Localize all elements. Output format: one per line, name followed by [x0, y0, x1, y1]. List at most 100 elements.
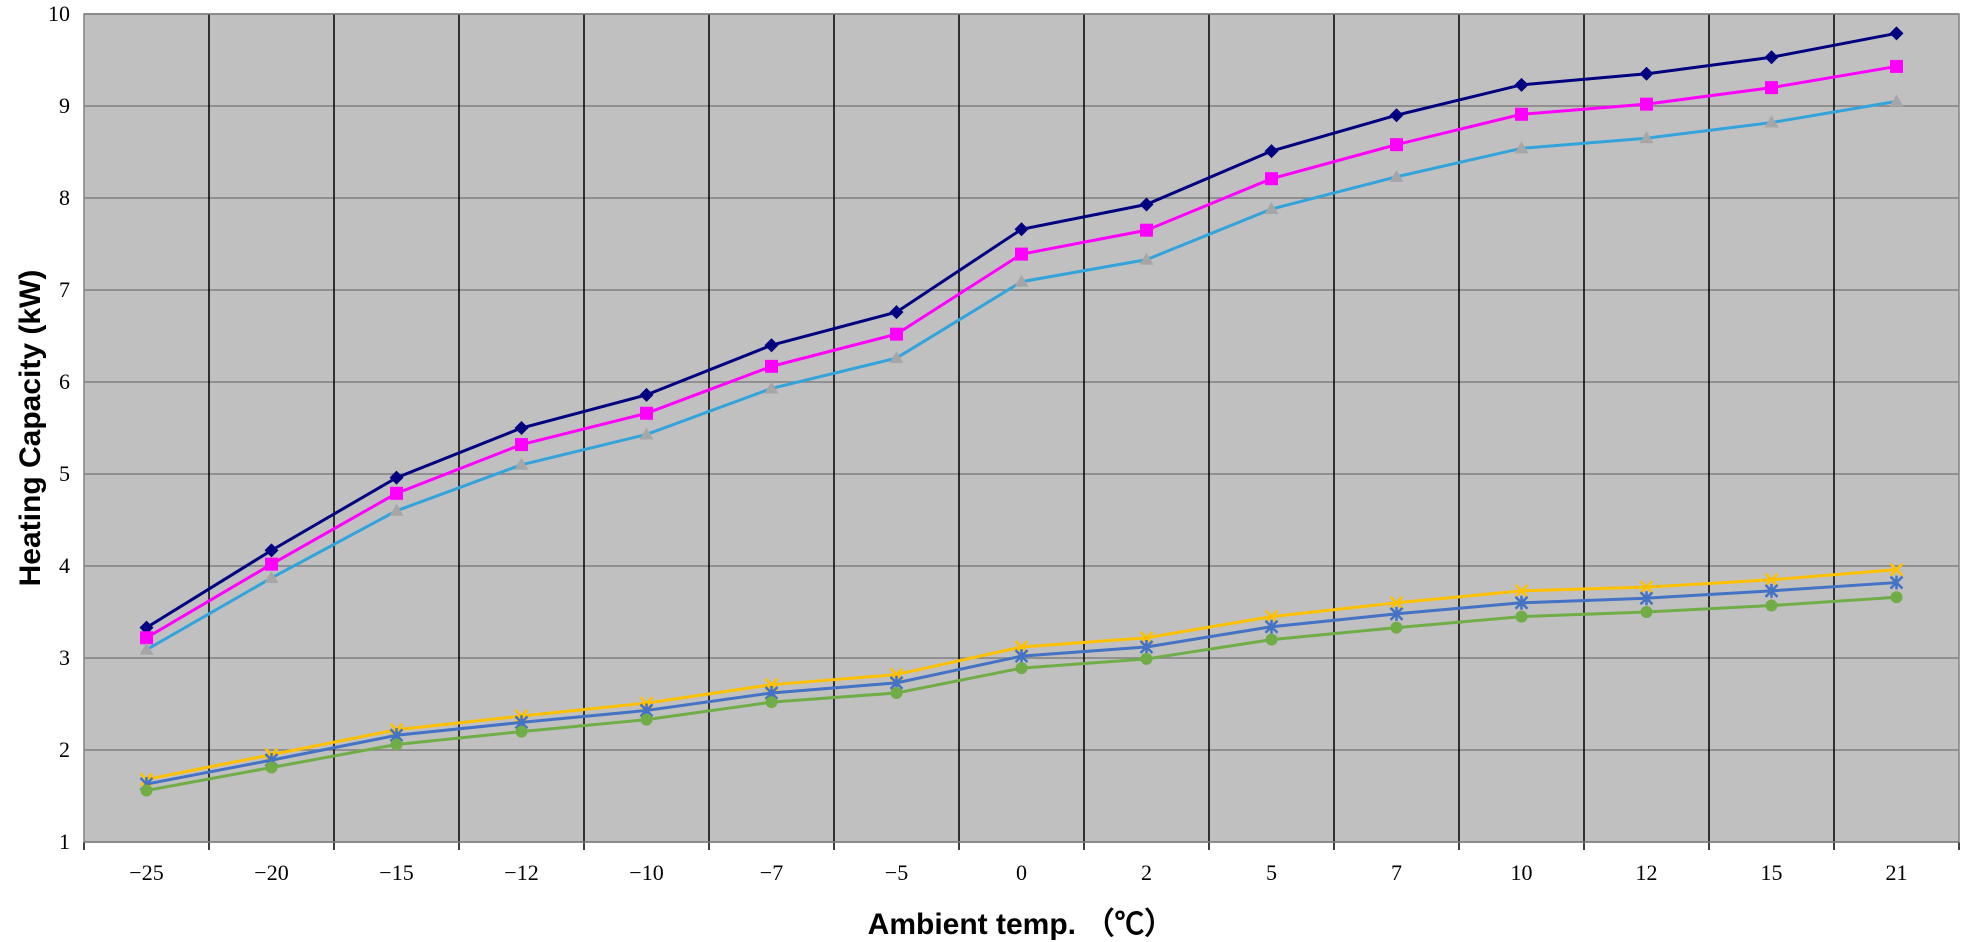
data-point	[639, 427, 654, 440]
data-point	[265, 761, 278, 774]
x-tick-labels: −25 −20 −15 −12 −10 −7 −5 0 2 5 7 10 12 15 21	[129, 860, 1907, 885]
data-point	[1639, 131, 1654, 144]
y-tick-label: 9	[59, 93, 70, 118]
data-point	[1265, 633, 1278, 646]
y-tick-label: 7	[59, 277, 70, 302]
x-tick-label: −10	[629, 860, 663, 885]
data-point	[139, 620, 154, 635]
data-point	[1389, 108, 1404, 123]
data-point	[765, 696, 778, 709]
data-point	[1389, 595, 1404, 610]
data-point	[1764, 583, 1779, 598]
data-point	[1139, 639, 1154, 654]
plot-border	[83, 13, 1960, 843]
y-tick-label: 4	[59, 553, 70, 578]
data-point	[265, 557, 278, 571]
y-tick-labels: 1 2 3 4 5 6 7 8 9 10	[48, 1, 70, 854]
data-point	[1264, 609, 1279, 624]
x-tick-label: −5	[885, 860, 908, 885]
data-point	[514, 421, 529, 435]
data-point	[139, 642, 154, 655]
data-point	[764, 381, 779, 394]
data-point	[640, 406, 653, 420]
x-tick-label: 10	[1511, 860, 1533, 885]
data-point	[1140, 652, 1153, 665]
data-point	[264, 543, 279, 558]
series-6	[140, 591, 1903, 797]
data-point	[1889, 575, 1904, 590]
data-point	[389, 503, 404, 516]
data-point	[1765, 81, 1778, 95]
y-tick-label: 1	[59, 829, 70, 854]
data-point	[264, 570, 279, 583]
data-point	[1264, 144, 1279, 159]
data-point	[390, 486, 403, 500]
x-tick-label: 15	[1761, 860, 1783, 885]
data-point	[1139, 252, 1154, 265]
data-point	[1014, 649, 1029, 664]
x-tick-label: 0	[1016, 860, 1027, 885]
plot-area	[84, 14, 1959, 842]
x-tick-label: −15	[379, 860, 413, 885]
y-tick-label: 8	[59, 185, 70, 210]
data-point	[1765, 599, 1778, 612]
data-point	[389, 470, 404, 485]
data-point	[1014, 274, 1029, 287]
series-3	[139, 94, 1904, 655]
data-point	[764, 338, 779, 353]
data-point	[140, 784, 153, 797]
x-tick-label: −25	[129, 860, 163, 885]
data-point	[1015, 247, 1028, 261]
data-point	[1514, 583, 1529, 598]
data-point	[1889, 562, 1904, 577]
data-point	[514, 457, 529, 470]
data-point	[1515, 107, 1528, 121]
data-point	[1889, 26, 1904, 41]
x-tick-label: −20	[254, 860, 288, 885]
data-point	[1514, 141, 1529, 154]
y-tick-label: 5	[59, 461, 70, 486]
data-point	[1515, 610, 1528, 623]
data-point	[1514, 77, 1529, 92]
data-point	[1265, 172, 1278, 186]
x-tick-label: 12	[1636, 860, 1658, 885]
data-point	[1639, 580, 1654, 595]
data-point	[1764, 50, 1779, 65]
data-point	[1139, 197, 1154, 212]
x-tick-label: 5	[1266, 860, 1277, 885]
data-point	[1890, 59, 1903, 73]
data-point	[889, 351, 904, 364]
data-point	[1640, 606, 1653, 618]
data-point	[1640, 97, 1653, 111]
y-axis-title: Heating Capacity (kW)	[14, 270, 47, 587]
series-2	[140, 59, 1903, 645]
data-point	[889, 305, 904, 320]
series-group	[139, 26, 1904, 797]
data-point	[1890, 591, 1903, 604]
x-tick-label: 7	[1391, 860, 1402, 885]
y-tick-label: 10	[48, 1, 70, 26]
data-point	[890, 686, 903, 699]
data-point	[640, 713, 653, 726]
data-point	[1390, 138, 1403, 152]
series-4	[139, 562, 1904, 787]
data-point	[1014, 222, 1029, 237]
data-point	[1389, 169, 1404, 182]
series-1	[139, 26, 1904, 635]
data-point	[1264, 619, 1279, 634]
data-point	[765, 359, 778, 373]
data-point	[515, 725, 528, 738]
y-tick-label: 6	[59, 369, 70, 394]
data-point	[1639, 66, 1654, 81]
y-tick-label: 3	[59, 645, 70, 670]
data-point	[1389, 606, 1404, 621]
x-tick-label: −12	[504, 860, 538, 885]
data-point	[515, 438, 528, 452]
data-point	[890, 327, 903, 341]
data-point	[1015, 662, 1028, 675]
x-tick-label: −7	[760, 860, 783, 885]
data-point	[1514, 595, 1529, 610]
data-point	[1889, 94, 1904, 107]
data-point	[1390, 621, 1403, 634]
